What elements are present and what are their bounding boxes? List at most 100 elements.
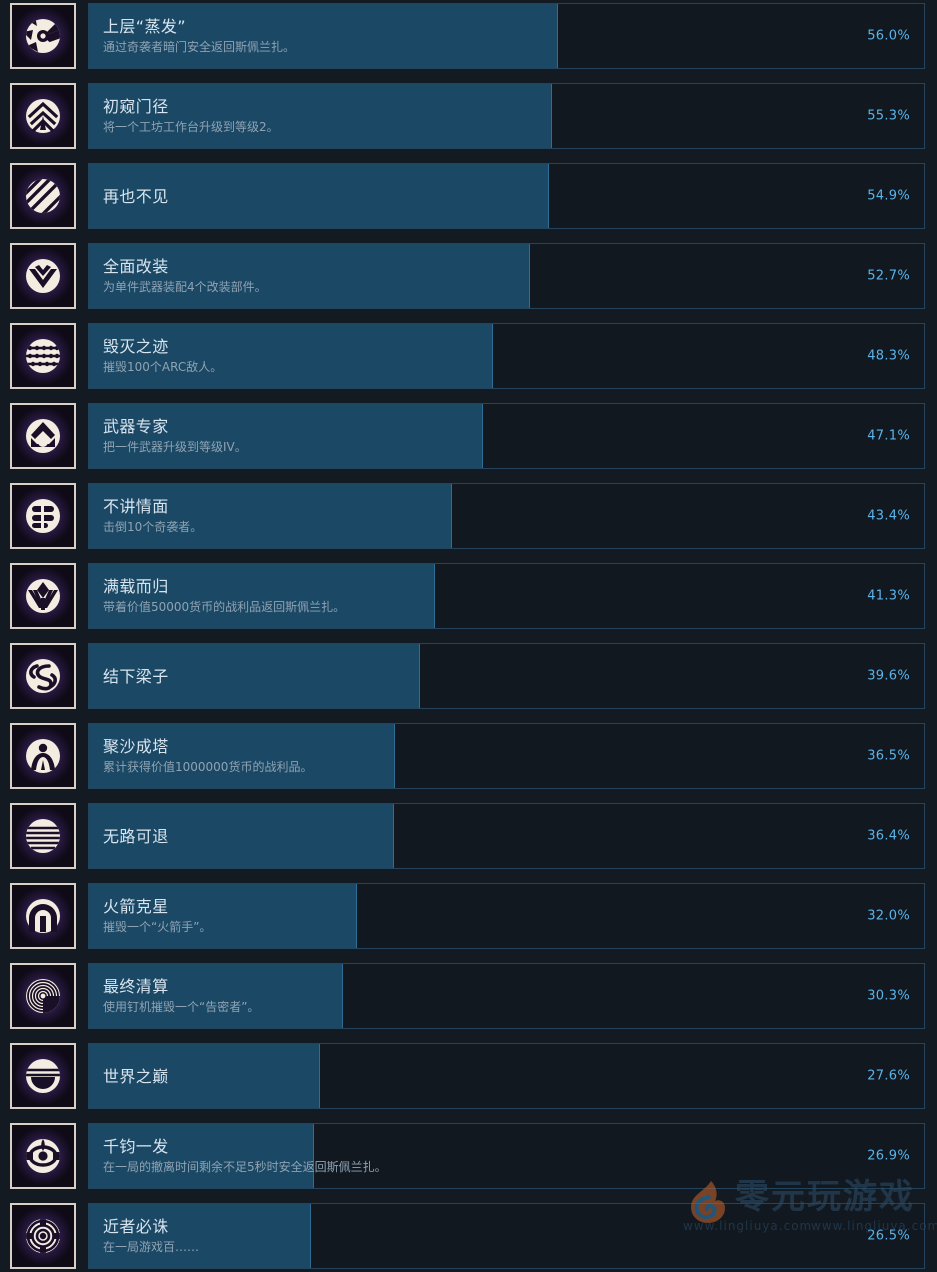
achievement-row[interactable]: 上层“蒸发” 通过奇袭者暗门安全返回斯佩兰扎。 56.0% — [0, 0, 937, 72]
achievement-name: 聚沙成塔 — [103, 736, 804, 757]
achievement-text: 火箭克星摧毁一个“火箭手”。 — [103, 884, 804, 948]
achievement-icon-frame — [10, 963, 76, 1029]
achievement-text: 不讲情面击倒10个奇袭者。 — [103, 484, 804, 548]
achievement-icon-frame — [10, 323, 76, 389]
achievement-percent: 55.3% — [867, 109, 910, 124]
achievement-description: 通过奇袭者暗门安全返回斯佩兰扎。 — [103, 39, 804, 56]
achievement-row[interactable]: 近者必诛在一局游戏百……26.5% — [0, 1200, 937, 1272]
achievement-progress-bar: 满载而归带着价值50000货币的战利品返回斯佩兰扎。 41.3% — [88, 563, 925, 629]
achievement-progress-bar: 上层“蒸发” 通过奇袭者暗门安全返回斯佩兰扎。 56.0% — [88, 3, 925, 69]
achievement-percent: 54.9% — [867, 189, 910, 204]
concentric-target-circle-icon — [21, 1214, 65, 1258]
diagonal-stripes-circle-icon — [21, 174, 65, 218]
grid-dots-circle-icon — [21, 334, 65, 378]
diamond-rays-circle-icon — [21, 574, 65, 618]
achievement-icon-frame — [10, 83, 76, 149]
achievement-percent: 52.7% — [867, 269, 910, 284]
achievement-progress-bar: 毁灭之迹摧毁100个ARC敌人。48.3% — [88, 323, 925, 389]
achievement-row[interactable]: 毁灭之迹摧毁100个ARC敌人。48.3% — [0, 320, 937, 392]
interlock-s-circle-icon — [21, 654, 65, 698]
eye-target-circle-icon — [21, 1134, 65, 1178]
achievement-percent: 30.3% — [867, 989, 910, 1004]
achievement-progress-bar: 全面改装为单件武器装配4个改装部件。 52.7% — [88, 243, 925, 309]
achievement-row[interactable]: 火箭克星摧毁一个“火箭手”。32.0% — [0, 880, 937, 952]
achievement-description: 在一局游戏百…… — [103, 1239, 804, 1256]
downward-chevron-circle-icon — [21, 254, 65, 298]
achievement-icon-frame — [10, 1203, 76, 1269]
achievement-text: 初窥门径将一个工坊工作台升级到等级2。 — [103, 84, 804, 148]
achievement-name: 火箭克星 — [103, 896, 804, 917]
achievement-row[interactable]: 最终清算使用钉机摧毁一个“告密者”。 30.3% — [0, 960, 937, 1032]
achievement-percent: 26.9% — [867, 1149, 910, 1164]
achievement-progress-bar: 火箭克星摧毁一个“火箭手”。32.0% — [88, 883, 925, 949]
achievement-progress-bar: 千钧一发在一局的撤离时间剩余不足5秒时安全返回斯佩兰扎。 26.9% — [88, 1123, 925, 1189]
achievement-progress-bar: 初窥门径将一个工坊工作台升级到等级2。 55.3% — [88, 83, 925, 149]
achievement-name: 最终清算 — [103, 976, 804, 997]
achievement-percent: 36.4% — [867, 829, 910, 844]
achievement-description: 在一局的撤离时间剩余不足5秒时安全返回斯佩兰扎。 — [103, 1159, 804, 1176]
achievement-row[interactable]: 结下梁子 39.6% — [0, 640, 937, 712]
achievement-text: 结下梁子 — [103, 644, 804, 708]
anvil-circle-icon — [21, 414, 65, 458]
achievement-row[interactable]: 全面改装为单件武器装配4个改装部件。 52.7% — [0, 240, 937, 312]
achievement-text: 聚沙成塔累计获得价值1000000货币的战利品。 — [103, 724, 804, 788]
arch-circle-icon — [21, 894, 65, 938]
achievement-row[interactable]: 再也不见 54.9% — [0, 160, 937, 232]
achievement-description: 摧毁一个“火箭手”。 — [103, 919, 804, 936]
achievement-progress-bar: 再也不见 54.9% — [88, 163, 925, 229]
achievement-progress-bar: 最终清算使用钉机摧毁一个“告密者”。 30.3% — [88, 963, 925, 1029]
achievement-text: 毁灭之迹摧毁100个ARC敌人。 — [103, 324, 804, 388]
achievement-description: 带着价值50000货币的战利品返回斯佩兰扎。 — [103, 599, 804, 616]
achievement-name: 千钧一发 — [103, 1136, 804, 1157]
achievement-description: 把一件武器升级到等级IV。 — [103, 439, 804, 456]
achievement-percent: 27.6% — [867, 1069, 910, 1084]
achievement-icon-frame — [10, 243, 76, 309]
achievement-icon-frame — [10, 1123, 76, 1189]
achievement-description: 使用钉机摧毁一个“告密者”。 — [103, 999, 804, 1016]
achievement-text: 千钧一发在一局的撤离时间剩余不足5秒时安全返回斯佩兰扎。 — [103, 1124, 804, 1188]
achievement-description: 为单件武器装配4个改装部件。 — [103, 279, 804, 296]
achievement-row[interactable]: 不讲情面击倒10个奇袭者。 43.4% — [0, 480, 937, 552]
achievement-text: 再也不见 — [103, 164, 804, 228]
achievement-name: 毁灭之迹 — [103, 336, 804, 357]
achievement-name: 上层“蒸发” — [103, 16, 804, 37]
achievement-name: 武器专家 — [103, 416, 804, 437]
achievement-text: 满载而归带着价值50000货币的战利品返回斯佩兰扎。 — [103, 564, 804, 628]
achievement-icon-frame — [10, 563, 76, 629]
achievement-progress-bar: 聚沙成塔累计获得价值1000000货币的战利品。36.5% — [88, 723, 925, 789]
achievement-row[interactable]: 武器专家把一件武器升级到等级IV。47.1% — [0, 400, 937, 472]
achievement-text: 最终清算使用钉机摧毁一个“告密者”。 — [103, 964, 804, 1028]
achievement-name: 全面改装 — [103, 256, 804, 277]
achievement-percent: 26.5% — [867, 1229, 910, 1244]
achievement-progress-bar: 结下梁子 39.6% — [88, 643, 925, 709]
achievement-row[interactable]: 初窥门径将一个工坊工作台升级到等级2。 55.3% — [0, 80, 937, 152]
achievement-description: 击倒10个奇袭者。 — [103, 519, 804, 536]
achievement-icon-frame — [10, 3, 76, 69]
achievement-percent: 43.4% — [867, 509, 910, 524]
achievement-icon-frame — [10, 483, 76, 549]
achievement-progress-bar: 武器专家把一件武器升级到等级IV。47.1% — [88, 403, 925, 469]
achievement-name: 初窥门径 — [103, 96, 804, 117]
achievement-text: 上层“蒸发” 通过奇袭者暗门安全返回斯佩兰扎。 — [103, 4, 804, 68]
horizon-lines-circle-icon — [21, 814, 65, 858]
achievement-description: 将一个工坊工作台升级到等级2。 — [103, 119, 804, 136]
achievement-icon-frame — [10, 723, 76, 789]
sunset-bowl-circle-icon — [21, 1054, 65, 1098]
achievement-icon-frame — [10, 403, 76, 469]
achievement-name: 再也不见 — [103, 186, 804, 207]
achievement-progress-bar: 不讲情面击倒10个奇袭者。 43.4% — [88, 483, 925, 549]
achievement-percent: 39.6% — [867, 669, 910, 684]
achievement-icon-frame — [10, 803, 76, 869]
achievement-name: 不讲情面 — [103, 496, 804, 517]
achievement-description: 累计获得价值1000000货币的战利品。 — [103, 759, 804, 776]
achievement-percent: 41.3% — [867, 589, 910, 604]
achievement-row[interactable]: 千钧一发在一局的撤离时间剩余不足5秒时安全返回斯佩兰扎。 26.9% — [0, 1120, 937, 1192]
achievement-row[interactable]: 聚沙成塔累计获得价值1000000货币的战利品。36.5% — [0, 720, 937, 792]
achievement-percent: 56.0% — [867, 29, 910, 44]
achievement-row[interactable]: 满载而归带着价值50000货币的战利品返回斯佩兰扎。 41.3% — [0, 560, 937, 632]
